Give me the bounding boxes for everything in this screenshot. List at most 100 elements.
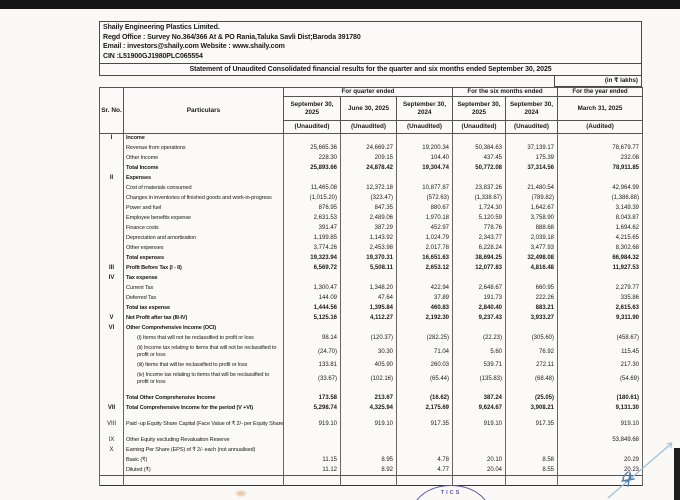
cell-value: (54.69) — [557, 370, 644, 388]
table-row: Finance costs 391.47 387.29 452.97 778.76 888… — [99, 223, 644, 234]
cell-value: 71.04 — [396, 343, 453, 361]
financial-results-table: Sr. No. Particulars For quarter ended Fo… — [99, 87, 644, 486]
cell-particulars: Expenses — [123, 173, 284, 184]
header-particulars: Particulars — [123, 87, 284, 134]
cell-value — [340, 435, 397, 446]
cell-sr-no: VIII — [99, 419, 124, 430]
cell-value: 10,877.87 — [396, 183, 453, 194]
cell-value: 3,774.26 — [283, 243, 341, 254]
cell-value: 20.10 — [452, 455, 506, 466]
header-group-year: For the year ended — [557, 87, 644, 97]
cell-value: 209.15 — [340, 153, 397, 164]
cell-particulars: Total tax expense — [123, 303, 284, 314]
cell-value: (25.05) — [504, 393, 559, 404]
table-row: Basic (₹) 11.15 8.95 4.78 20.10 8.58 20.29 — [99, 455, 644, 466]
cell-value: 1,724.30 — [452, 203, 506, 214]
cell-value: 3,477.93 — [504, 243, 559, 254]
cell-value: 21,480.54 — [504, 183, 559, 194]
cell-value: 78,679.77 — [557, 143, 644, 154]
table-row: I Income — [99, 133, 644, 144]
cell-sr-no: VII — [99, 403, 124, 414]
cell-value: 144.09 — [283, 293, 341, 304]
table-row: (iv) Income tax relating to items that w… — [99, 370, 644, 388]
cell-value: 2,175.69 — [396, 403, 453, 414]
cell-value — [396, 323, 453, 334]
cell-value: 24,878.42 — [340, 163, 397, 174]
cell-value: 387.29 — [340, 223, 397, 234]
cell-value: 437.45 — [452, 153, 506, 164]
cell-particulars: Current Tax — [123, 283, 284, 294]
cell-value — [396, 435, 453, 446]
signature-squiggle — [607, 442, 673, 499]
cell-value — [504, 445, 559, 456]
cell-value — [557, 273, 644, 284]
header-period-1: June 30, 2025 — [340, 96, 397, 121]
cell-particulars: Other Income — [123, 153, 284, 164]
cell-value: 232.08 — [557, 153, 644, 164]
table-row: VIII Paid -up Equity Share Capital (Face … — [99, 419, 644, 430]
table-row: Deferred Tax 144.09 47.64 37.89 191.73 222.26… — [99, 293, 644, 304]
cell-value: (24.70) — [283, 343, 341, 361]
cell-value: 78,911.85 — [557, 163, 644, 174]
cell-value: (789.82) — [504, 193, 559, 204]
cell-value: 2,653.12 — [396, 263, 453, 274]
cell-value: 2,840.40 — [452, 303, 506, 314]
cell-value: 32,498.08 — [504, 253, 559, 264]
cell-value — [283, 323, 341, 334]
cell-value — [504, 475, 559, 486]
cell-value: 12,372.18 — [340, 183, 397, 194]
cell-value: 104.40 — [396, 153, 453, 164]
company-contact: Email : investors@shaily.com Website : w… — [103, 43, 285, 50]
cell-sr-no — [99, 455, 124, 466]
cell-value: 191.73 — [452, 293, 506, 304]
ink-smudge — [236, 491, 246, 496]
cell-particulars: Paid -up Equity Share Capital (Face Valu… — [123, 419, 284, 430]
cell-sr-no — [99, 213, 124, 224]
cell-value — [504, 273, 559, 284]
table-row: Total tax expense 1,444.56 1,395.84 460.83 2… — [99, 303, 644, 314]
cell-value — [557, 445, 644, 456]
cell-value: 2,453.98 — [340, 243, 397, 254]
cell-particulars: Total expenses — [123, 253, 284, 264]
cell-value: 917.35 — [396, 419, 453, 430]
cell-value — [504, 435, 559, 446]
cell-value: (1,015.20) — [283, 193, 341, 204]
cell-value: 50,772.08 — [452, 163, 506, 174]
header-period-5: March 31, 2025 — [557, 96, 644, 121]
cell-value: 37,314.56 — [504, 163, 559, 174]
cell-value — [557, 133, 644, 144]
cell-value — [557, 475, 644, 486]
cell-value: 5,125.16 — [283, 313, 341, 324]
table-row: IV Tax expense — [99, 273, 644, 284]
company-stamp: TICS — [412, 485, 490, 500]
cell-value: 2,279.77 — [557, 283, 644, 294]
table-row: Current Tax 1,300.47 1,348.20 422.94 2,648.6… — [99, 283, 644, 294]
table-body: I Income Revenue from operations 25,665.36 2… — [99, 133, 644, 486]
table-row: III Profit Before Tax (I - II) 6,569.72 5,5… — [99, 263, 644, 274]
cell-value — [283, 445, 341, 456]
cell-value — [557, 323, 644, 334]
header-audit-4: (Unaudited) — [504, 120, 559, 134]
cell-sr-no — [99, 243, 124, 254]
cell-sr-no — [99, 475, 124, 486]
cell-particulars: Changes in inventories of finished goods… — [123, 193, 284, 204]
cell-value: 8.55 — [504, 465, 559, 476]
table-row: (i) Items that will not be reclassified … — [99, 333, 644, 344]
header-audit-5: (Audited) — [557, 120, 644, 134]
cell-value: 4,112.27 — [340, 313, 397, 324]
cell-sr-no — [99, 393, 124, 404]
header-audit-3: (Unaudited) — [452, 120, 506, 134]
cell-value: 260.03 — [396, 360, 453, 371]
cell-value: 883.21 — [504, 303, 559, 314]
cell-value — [504, 173, 559, 184]
cell-value — [283, 435, 341, 446]
cell-value: 11,927.53 — [557, 263, 644, 274]
cell-value: 4,215.65 — [557, 233, 644, 244]
cell-value: 8,302.68 — [557, 243, 644, 254]
cell-value: 387.24 — [452, 393, 506, 404]
cell-value: 3,758.90 — [504, 213, 559, 224]
cell-value: 2,489.06 — [340, 213, 397, 224]
cell-value — [396, 273, 453, 284]
cell-particulars: Other Comprehensive Income (OCI) — [123, 323, 284, 334]
cell-value: 2,648.67 — [452, 283, 506, 294]
